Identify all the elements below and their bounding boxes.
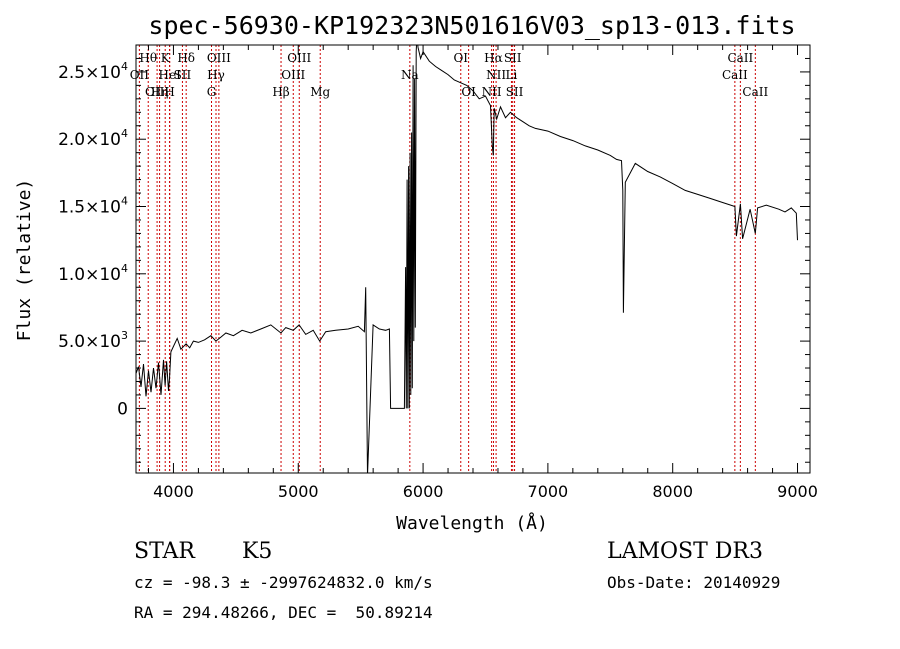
y-tick-label: 1.5×104 <box>58 195 128 218</box>
emission-line-label: OI <box>461 85 476 99</box>
emission-line-label: Hδ <box>177 51 195 65</box>
chart-title: spec-56930-KP192323N501616V03_sp13-013.f… <box>148 11 795 40</box>
y-tick-label: 2.5×104 <box>58 60 128 83</box>
emission-line-label: CaII <box>727 51 753 65</box>
emission-line-label: Hβ <box>272 85 289 99</box>
emission-line-label: Hα <box>484 51 503 65</box>
coordinates-readout: RA = 294.48266, DEC = 50.89214 <box>134 603 433 622</box>
x-tick-label: 7000 <box>528 482 569 501</box>
plot-frame <box>135 44 811 474</box>
emission-line-label: OI <box>453 51 468 65</box>
emission-line-label: SII <box>506 85 524 99</box>
emission-line-label: HeI <box>159 68 182 82</box>
emission-line-label: CaII <box>742 85 768 99</box>
emission-line-labels: OIIHθOIIIHηKHeIHSIIHδGOIIIHγHβOIIIOIIIMg… <box>130 51 769 99</box>
emission-line-label: OIII <box>281 68 305 82</box>
x-tick-label: 8000 <box>652 482 693 501</box>
emission-line-label: H <box>164 85 174 99</box>
redshift-readout: cz = -98.3 ± -2997624832.0 km/s <box>134 573 433 592</box>
emission-line-label: CaII <box>722 68 748 82</box>
emission-line-label: SII <box>174 68 192 82</box>
emission-line-label: OIII <box>287 51 311 65</box>
x-tick-label: 6000 <box>403 482 444 501</box>
x-tick-label: 9000 <box>777 482 818 501</box>
emission-line-label: NII <box>482 85 502 99</box>
emission-line-label: OII <box>130 68 150 82</box>
spectrum-plot: spec-56930-KP192323N501616V03_sp13-013.f… <box>14 11 818 534</box>
emission-line-label: Na <box>401 68 419 82</box>
emission-line-label: SII <box>504 51 522 65</box>
emission-line-label: OIII <box>207 51 231 65</box>
survey-name: LAMOST DR3 <box>607 539 763 564</box>
y-tick-label: 5.0×103 <box>58 329 128 352</box>
y-tick-label: 2.0×104 <box>58 127 128 150</box>
x-tick-label: 4000 <box>153 482 194 501</box>
x-axis-label: Wavelength (Å) <box>396 512 548 534</box>
spectrum-line <box>136 45 798 473</box>
object-class: STAR <box>134 539 195 564</box>
emission-line-label: NII <box>486 68 506 82</box>
y-tick-label: 0 <box>117 399 128 419</box>
emission-line-label: K <box>161 51 171 65</box>
emission-line-label: Hγ <box>207 68 225 82</box>
emission-line-label: Li <box>506 68 518 82</box>
emission-line-label: Hθ <box>139 51 157 65</box>
y-axis-label: Flux (relative) <box>14 179 35 342</box>
object-subclass: K5 <box>242 539 273 564</box>
spectrum-series <box>136 45 798 473</box>
emission-line-label: G <box>207 85 217 99</box>
emission-line-markers <box>138 45 756 473</box>
axis-ticks: 4000 5000 6000 7000 8000 9000 0 5.0×103 1.0×104 1… <box>58 45 818 501</box>
y-tick-label: 1.0×104 <box>58 262 128 285</box>
emission-line-label: Hη <box>151 85 169 99</box>
emission-line-label: Mg <box>310 85 330 99</box>
obs-date: Obs-Date: 20140929 <box>607 573 781 592</box>
emission-line-label: OIII <box>145 85 169 99</box>
x-tick-label: 5000 <box>278 482 319 501</box>
